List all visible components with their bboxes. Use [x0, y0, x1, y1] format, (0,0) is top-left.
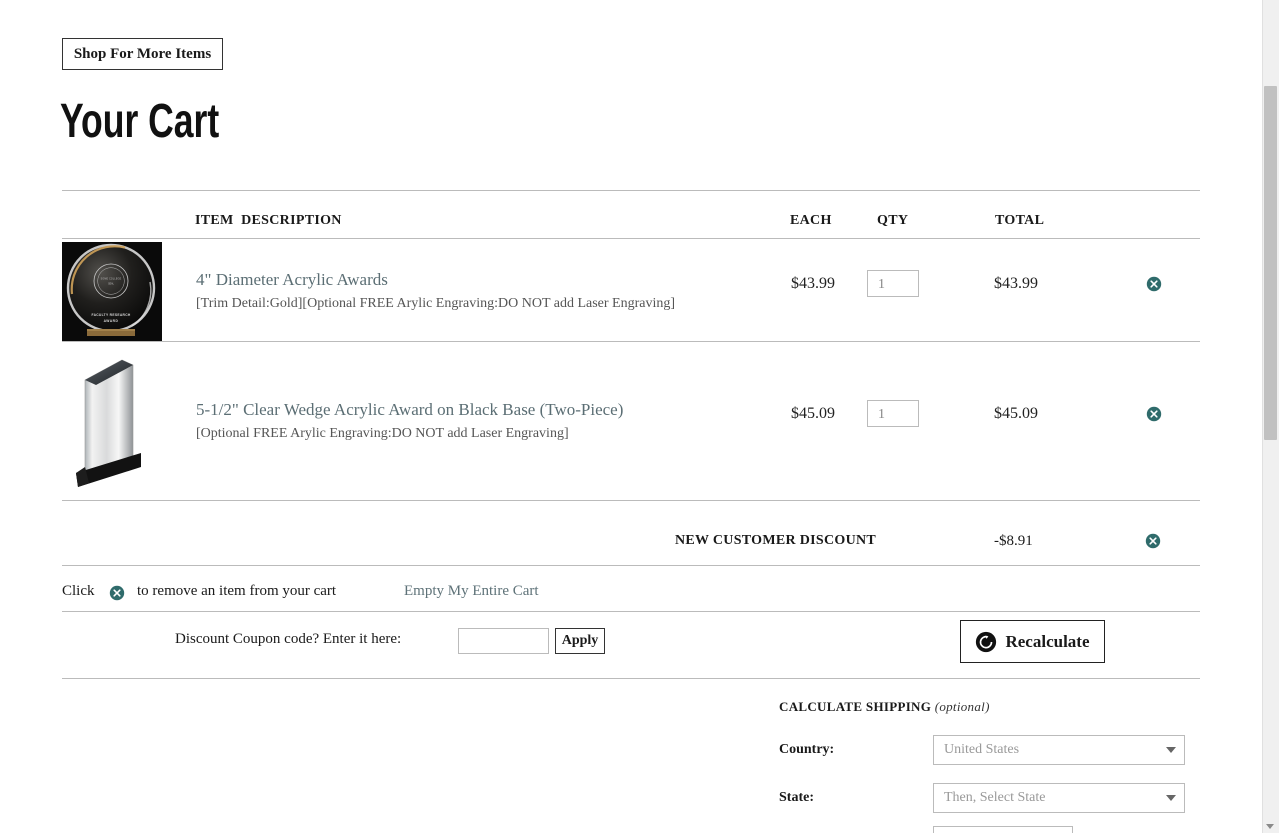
svg-text:SEAL: SEAL — [108, 283, 115, 286]
svg-text:SOME COLLEGE: SOME COLLEGE — [101, 279, 122, 281]
svg-text:FACULTY RESEARCH: FACULTY RESEARCH — [91, 313, 130, 317]
svg-text:AWARD: AWARD — [104, 319, 119, 323]
